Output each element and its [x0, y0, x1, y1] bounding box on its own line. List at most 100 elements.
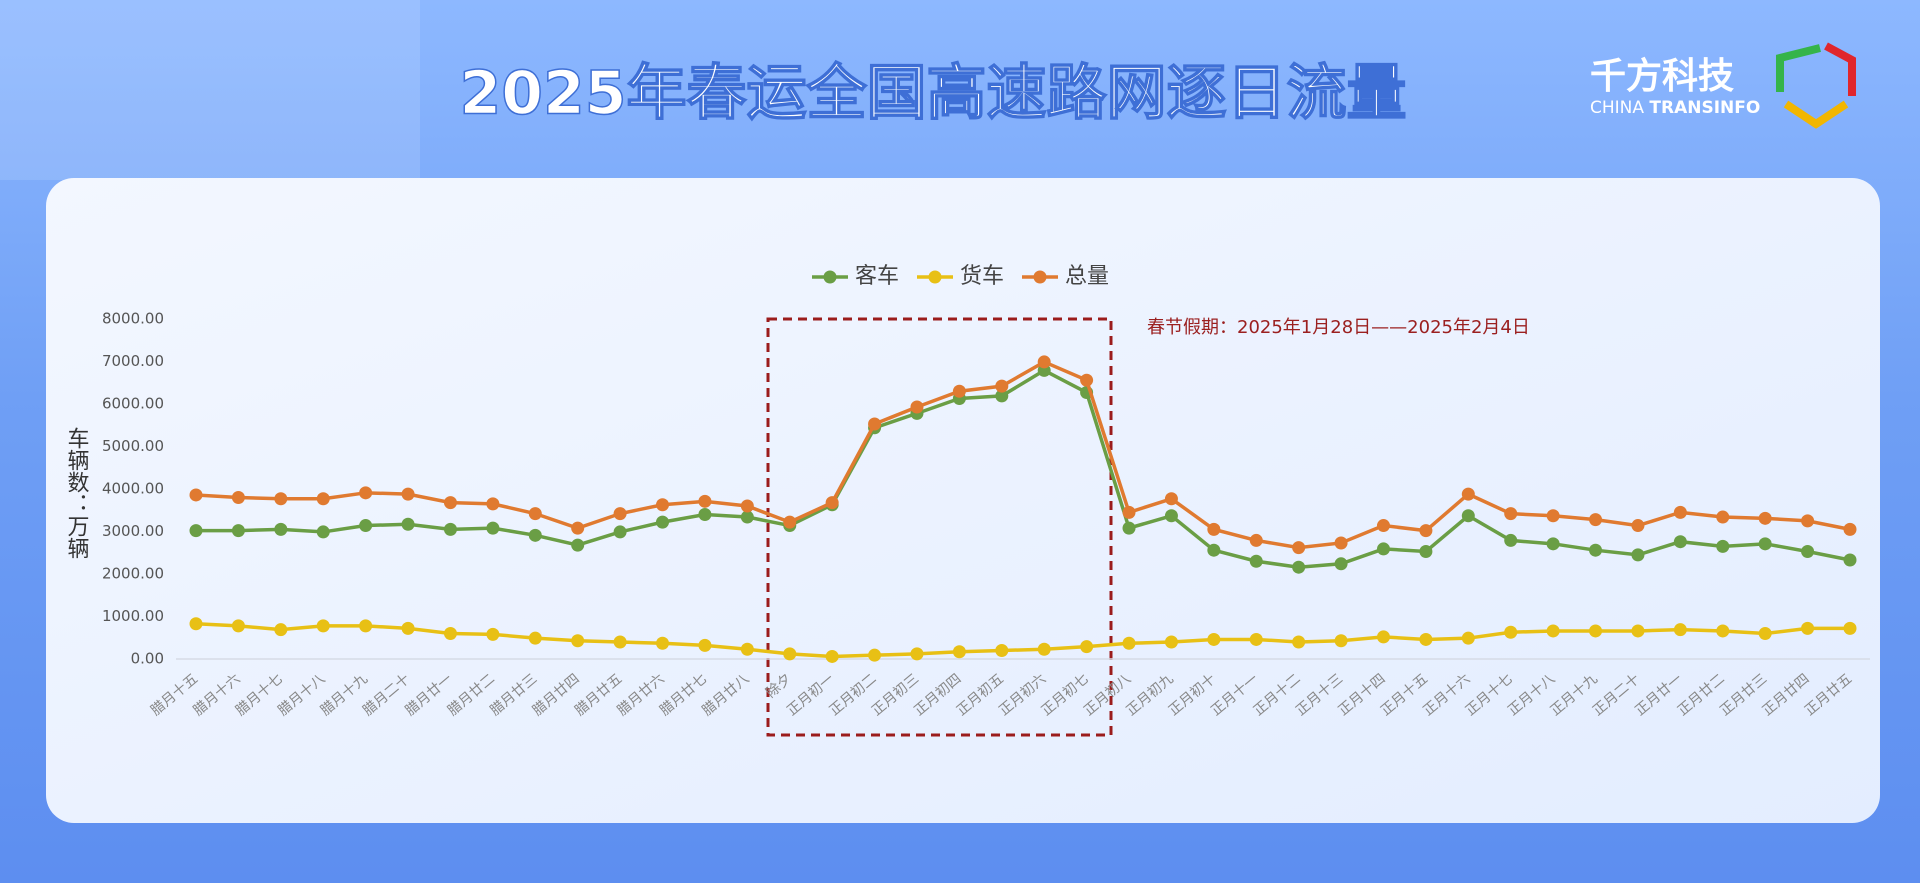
data-point: [1292, 560, 1306, 574]
data-point: [528, 528, 542, 542]
data-point: [359, 486, 373, 500]
data-point: [698, 494, 712, 508]
data-point: [1801, 621, 1815, 635]
data-point: [571, 538, 585, 552]
data-point: [401, 621, 415, 635]
data-point: [1504, 507, 1518, 521]
data-point: [231, 491, 245, 504]
data-point: [1249, 554, 1263, 568]
legend-label: 总量: [1065, 264, 1109, 289]
data-point: [740, 499, 754, 513]
data-point: [1546, 537, 1560, 551]
y-tick-label: 8000.00: [102, 310, 164, 328]
data-point: [656, 636, 670, 650]
data-point: [995, 389, 1009, 403]
data-point: [1376, 630, 1390, 644]
data-point: [1207, 522, 1221, 536]
data-point: [783, 515, 797, 529]
y-tick-label: 1000.00: [102, 607, 164, 625]
series-line: [195, 621, 1850, 659]
data-point: [316, 619, 330, 633]
data-point: [698, 508, 712, 521]
data-point: [1207, 632, 1221, 646]
data-point: [443, 522, 457, 536]
y-tick-label: 2000.00: [102, 565, 164, 583]
card: [46, 178, 1880, 823]
data-point: [1037, 642, 1051, 656]
legend-marker: [823, 270, 837, 284]
data-point: [1504, 625, 1518, 639]
y-tick-label: 4000.00: [102, 480, 164, 498]
data-point: [1716, 539, 1730, 553]
data-point: [528, 631, 542, 645]
data-point: [1419, 544, 1433, 558]
data-point: [910, 400, 924, 414]
data-point: [1631, 519, 1645, 533]
data-point: [1122, 505, 1136, 519]
data-point: [613, 507, 627, 521]
data-point: [825, 649, 839, 663]
data-point: [1758, 627, 1772, 640]
y-axis-label: 车辆数：万辆: [64, 427, 90, 559]
data-point: [1758, 537, 1772, 551]
data-point: [1292, 635, 1306, 649]
data-point: [231, 524, 245, 538]
data-point: [1461, 631, 1475, 645]
data-point: [952, 384, 966, 398]
data-point: [1673, 535, 1687, 549]
data-point: [1801, 544, 1815, 558]
series-line: [196, 368, 1851, 569]
logo-en: CHINA TRANSINFO: [1590, 98, 1760, 118]
data-point: [1122, 636, 1136, 650]
data-point: [274, 492, 288, 506]
data-point: [783, 647, 797, 661]
data-point: [1122, 521, 1136, 535]
y-tick-label: 7000.00: [102, 352, 164, 370]
data-point: [316, 492, 330, 506]
data-point: [359, 519, 373, 533]
logo-en-1: CHINA: [1590, 98, 1644, 118]
annotation: 春节假期：2025年1月28日——2025年2月4日: [1147, 317, 1530, 338]
data-point: [401, 517, 415, 531]
data-point: [486, 627, 500, 641]
legend-label: 客车: [855, 264, 899, 289]
series-line: [195, 359, 1851, 550]
data-point: [656, 515, 670, 529]
holiday-box: [766, 317, 1113, 737]
data-point: [1164, 635, 1178, 649]
data-point: [528, 507, 542, 521]
data-point: [1716, 624, 1730, 638]
data-point: [1631, 548, 1645, 562]
data-point: [868, 648, 882, 662]
y-tick-label: 5000.00: [102, 437, 164, 455]
y-tick-label: 6000.00: [102, 395, 164, 413]
data-point: [740, 642, 754, 656]
data-point: [189, 488, 203, 502]
legend-marker: [1033, 270, 1047, 284]
data-point: [1207, 543, 1221, 557]
data-point: [1249, 632, 1263, 646]
logo-icon: [1776, 44, 1821, 92]
data-point: [443, 627, 457, 640]
data-point: [952, 645, 966, 659]
data-point: [486, 497, 500, 511]
data-point: [1716, 510, 1730, 524]
data-point: [1461, 509, 1475, 523]
data-point: [571, 634, 585, 648]
data-point: [1843, 522, 1857, 536]
y-tick-label: 3000.00: [102, 522, 164, 540]
data-point: [1164, 509, 1178, 523]
data-point: [825, 496, 839, 510]
bg-glow: [0, 0, 420, 180]
data-point: [1589, 513, 1603, 527]
logo: 千方科技 CHINA TRANSINFO: [1590, 42, 1856, 129]
data-point: [1843, 553, 1857, 567]
data-point: [1758, 511, 1772, 525]
data-point: [740, 510, 754, 524]
data-point: [1376, 519, 1390, 533]
data-point: [189, 524, 203, 538]
data-point: [1376, 542, 1390, 556]
data-point: [1334, 536, 1348, 550]
